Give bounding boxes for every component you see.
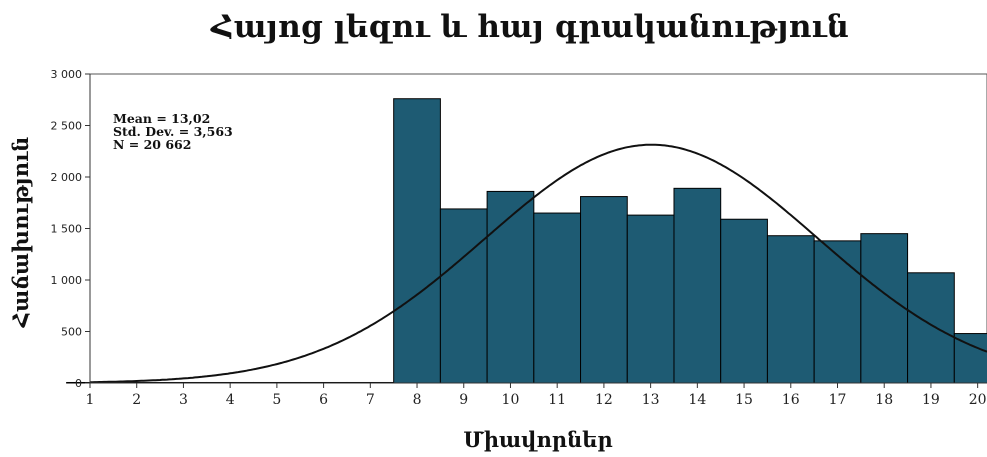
x-tick-label: 7 — [366, 392, 375, 408]
bar-10 — [486, 190, 535, 384]
bar-17 — [813, 240, 862, 384]
x-tick-label: 1 — [86, 392, 95, 408]
stats-line: Std. Dev. = 3,563 — [113, 124, 233, 139]
x-tick-label: 8 — [413, 392, 422, 408]
x-tick-label: 9 — [459, 392, 468, 408]
x-tick-label: 10 — [502, 392, 520, 408]
bar-9 — [439, 208, 488, 384]
x-axis: 1 2 3 4 5 6 7 8 9 10 11 12 13 14 15 16 17 18 19 20 — [86, 382, 987, 408]
y-tick-label: 500 — [61, 326, 82, 339]
x-tick-label: 5 — [272, 392, 281, 408]
y-tick-label: 2 000 — [51, 171, 83, 184]
bar-19 — [907, 272, 955, 384]
x-tick-label: 11 — [548, 392, 566, 408]
normal-curve — [90, 143, 987, 384]
x-tick-label: 20 — [969, 392, 987, 408]
bar-11 — [533, 212, 582, 384]
x-tick-label: 15 — [735, 392, 753, 408]
bar-20 — [953, 333, 987, 384]
y-tick-label: 3 000 — [51, 68, 83, 81]
x-tick-label: 3 — [179, 392, 188, 408]
bar-14 — [673, 187, 722, 384]
x-tick-label: 18 — [875, 392, 893, 408]
x-axis-title: Միավորներ — [463, 427, 612, 452]
x-tick-label: 6 — [319, 392, 328, 408]
y-tick-label: 2 500 — [51, 120, 83, 133]
x-tick-label: 4 — [226, 392, 235, 408]
x-tick-label: 14 — [688, 392, 706, 408]
x-tick-label: 17 — [829, 392, 847, 408]
bar-8 — [393, 98, 441, 384]
stats-line: N = 20 662 — [113, 137, 191, 152]
x-tick-label: 13 — [642, 392, 660, 408]
chart-title: Հայոց լեզու և հայ գրականություն — [210, 9, 849, 45]
bar-15 — [720, 218, 768, 384]
x-tick-label: 12 — [595, 392, 613, 408]
x-tick-label: 2 — [132, 392, 141, 408]
bar-16 — [766, 235, 815, 384]
bar-12 — [580, 196, 628, 384]
bars — [66, 98, 987, 384]
stats-line: Mean = 13,02 — [113, 111, 210, 126]
y-axis: 0 500 1 000 1 500 2 000 2 500 3 000 — [51, 68, 91, 390]
x-tick-label: 16 — [782, 392, 800, 408]
y-tick-label: 1 000 — [51, 274, 83, 287]
y-axis-title: Հաճախություն — [8, 137, 33, 329]
bar-18 — [860, 233, 909, 384]
x-tick-label: 19 — [922, 392, 940, 408]
y-tick-label: 1 500 — [51, 223, 83, 236]
y-tick-label: 0 — [75, 377, 82, 390]
bar-13 — [626, 214, 675, 384]
